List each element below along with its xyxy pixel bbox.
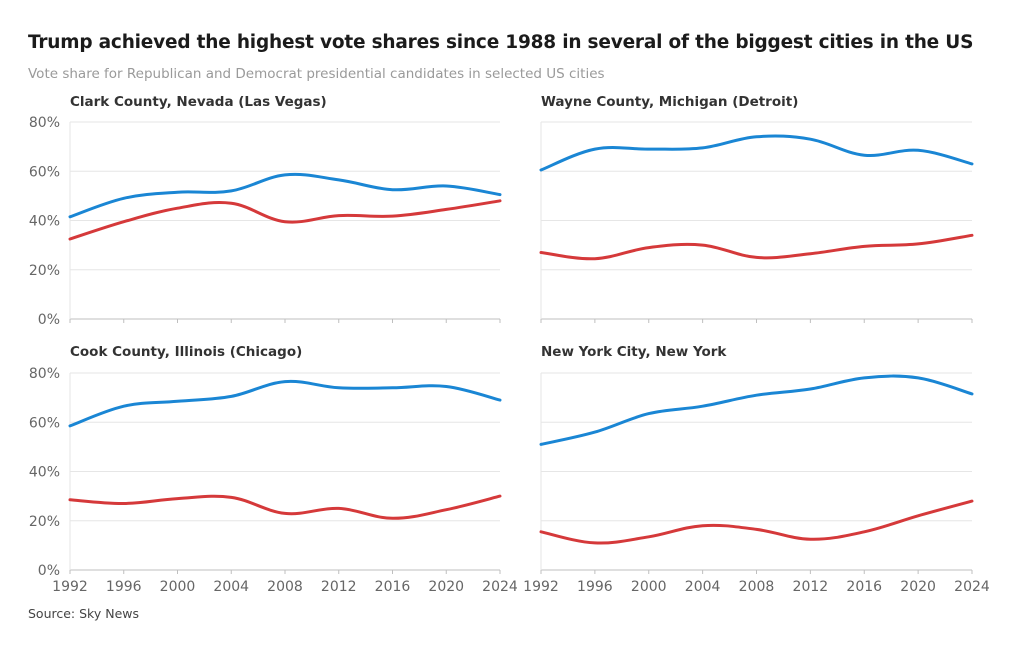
x-tick-label: 2012 — [321, 579, 357, 595]
series-line-republican — [68, 199, 502, 241]
chart-title: Trump achieved the highest vote shares s… — [28, 32, 974, 53]
x-tick-label: 2016 — [375, 579, 411, 595]
series-line-republican — [539, 233, 974, 261]
y-tick-label: 80% — [29, 366, 60, 382]
x-tick-label: 2008 — [267, 579, 303, 595]
series-line-democrat — [539, 134, 974, 172]
x-tick-label: 1992 — [523, 579, 559, 595]
x-tick-label: 1996 — [577, 579, 613, 595]
series-line-democrat — [68, 172, 502, 219]
source-note: Source: Sky News — [28, 606, 139, 621]
y-tick-label: 0% — [38, 312, 60, 328]
x-tick-label: 2000 — [631, 579, 667, 595]
series-line-republican — [539, 499, 974, 545]
series-line-republican — [68, 494, 502, 520]
x-tick-label: 2004 — [213, 579, 249, 595]
y-tick-label: 60% — [29, 415, 60, 431]
x-tick-label: 2008 — [739, 579, 775, 595]
panel-title: Cook County, Illinois (Chicago) — [70, 344, 302, 360]
y-tick-label: 80% — [29, 115, 60, 131]
x-tick-label: 1992 — [52, 579, 88, 595]
y-tick-label: 20% — [29, 514, 60, 530]
y-tick-label: 40% — [29, 465, 60, 481]
x-tick-label: 2016 — [846, 579, 882, 595]
x-tick-label: 2024 — [954, 579, 990, 595]
panel-4: New York City, New York 1992 1996 2000 2004 2… — [523, 344, 990, 595]
y-tick-label: 20% — [29, 263, 60, 279]
y-tick-label: 40% — [29, 214, 60, 230]
y-tick-label: 60% — [29, 164, 60, 180]
x-tick-label: 2000 — [160, 579, 196, 595]
panel-3: Cook County, Illinois (Chicago) 0% 20% 40% 6… — [29, 344, 518, 595]
y-tick-label: 0% — [38, 563, 60, 579]
x-tick-label: 1996 — [106, 579, 142, 595]
x-tick-label: 2004 — [685, 579, 721, 595]
chart-subtitle: Vote share for Republican and Democrat p… — [28, 66, 605, 82]
panel-title: New York City, New York — [541, 344, 727, 360]
panel-title: Clark County, Nevada (Las Vegas) — [70, 94, 327, 110]
x-tick-label: 2020 — [900, 579, 936, 595]
x-tick-label: 2012 — [793, 579, 829, 595]
panel-title: Wayne County, Michigan (Detroit) — [541, 94, 798, 110]
panel-1: Clark County, Nevada (Las Vegas) 0% 20% 40%… — [29, 94, 502, 328]
x-tick-label: 2020 — [428, 579, 464, 595]
panel-2: Wayne County, Michigan (Detroit) — [539, 94, 974, 323]
x-tick-label: 2024 — [482, 579, 518, 595]
series-line-democrat — [539, 374, 974, 446]
series-line-democrat — [68, 379, 502, 428]
